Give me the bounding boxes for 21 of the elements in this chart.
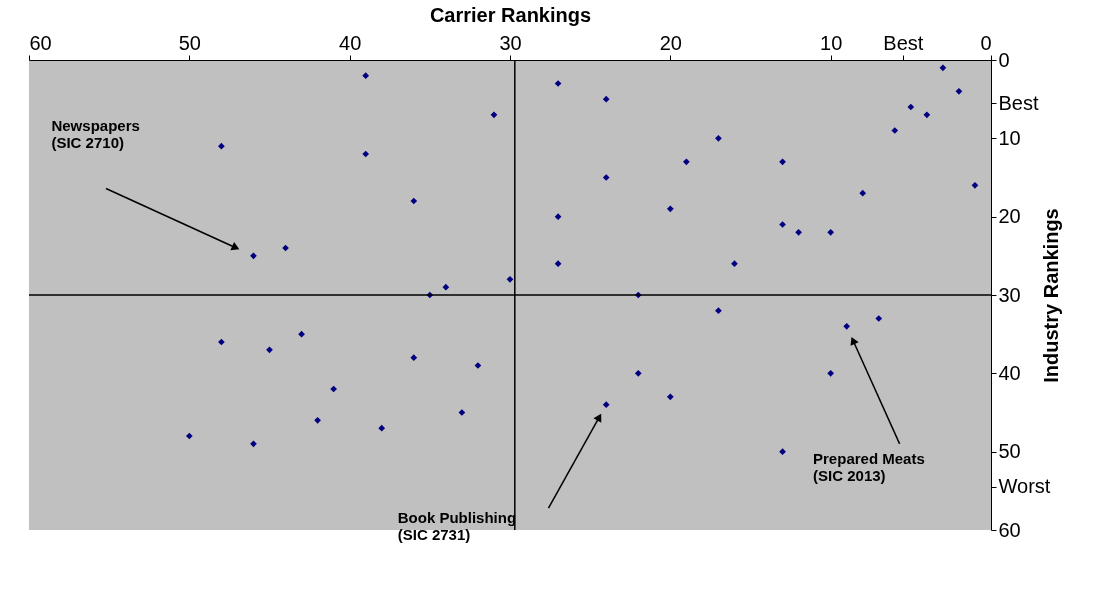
y-tick-label: Best: [998, 91, 1039, 114]
y-tick-label: 10: [998, 126, 1021, 149]
x-tick-label: 50: [178, 31, 201, 54]
y-tick-label: 0: [998, 48, 1010, 71]
x-tick-label: Best: [883, 31, 924, 54]
x-tick-label: 40: [339, 31, 362, 54]
annotation: Newspapers (SIC 2710): [51, 116, 140, 151]
x-tick-label: 10: [820, 31, 843, 54]
x-tick-label: 0: [980, 31, 992, 54]
y-tick-label: Worst: [998, 475, 1051, 498]
y-tick-label: 60: [998, 518, 1021, 541]
y-tick-label: 50: [998, 440, 1021, 463]
y-tick-label: 30: [998, 283, 1021, 306]
annotation: Prepared Meats (SIC 2013): [813, 449, 925, 484]
y-axis-title: Industry Rankings: [1040, 208, 1063, 383]
x-tick-label: 60: [29, 31, 52, 54]
x-tick-label: 20: [659, 31, 682, 54]
y-tick-label: 40: [998, 361, 1021, 384]
y-tick-label: 20: [998, 205, 1021, 228]
x-tick-label: 30: [499, 31, 522, 54]
x-axis-title: Carrier Rankings: [429, 3, 592, 26]
